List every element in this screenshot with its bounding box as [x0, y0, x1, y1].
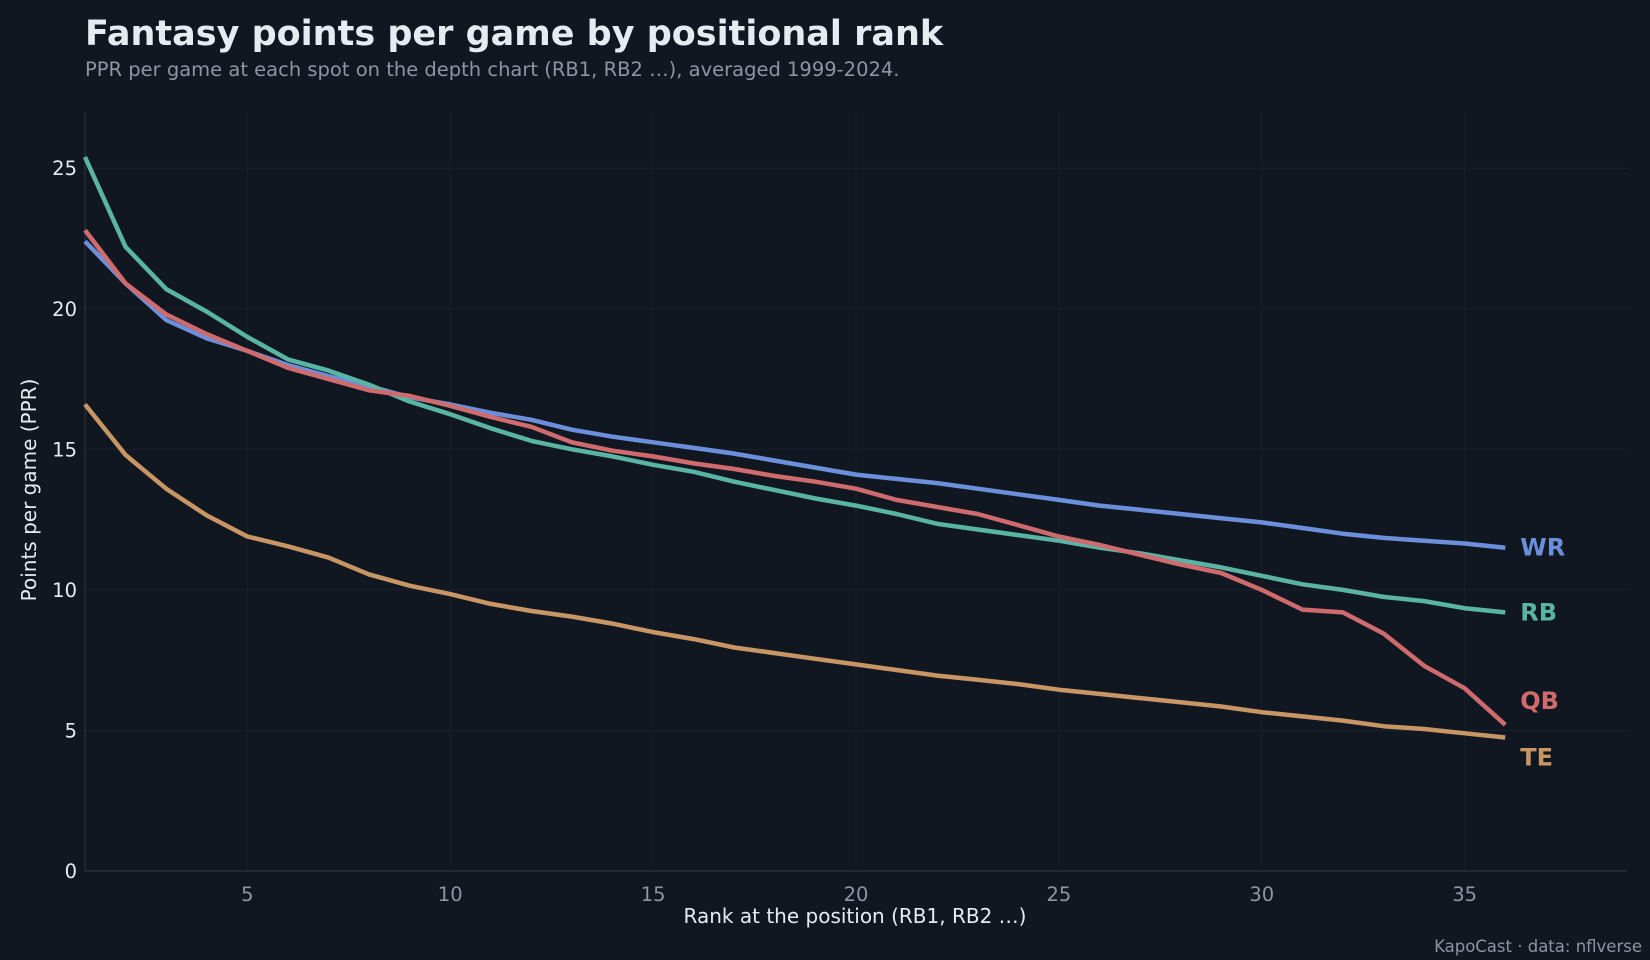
end-label-layer: WR RB QB TE — [1520, 534, 1565, 772]
series-line-rb — [82, 156, 1506, 615]
series-line-qb — [83, 228, 1507, 727]
y-tick-label: 20 — [52, 298, 77, 321]
series-label-te: TE — [1520, 743, 1553, 771]
x-tick-label: 10 — [438, 883, 463, 906]
x-tick-label: 30 — [1249, 883, 1274, 906]
axis-layer: 0 5 10 15 20 25 5 10 15 20 25 30 35 — [52, 112, 1627, 906]
series-label-wr: WR — [1520, 534, 1565, 562]
grid-layer — [85, 112, 1627, 871]
x-tick-label: 35 — [1452, 883, 1477, 906]
y-axis-title: Points per game (PPR) — [17, 379, 41, 602]
series-layer — [82, 156, 1507, 740]
series-label-rb: RB — [1520, 598, 1557, 626]
x-axis-title: Rank at the position (RB1, RB2 …) — [684, 904, 1027, 928]
series-line-wr — [83, 239, 1506, 550]
y-tick-label: 5 — [65, 719, 77, 742]
y-tick-label: 15 — [52, 438, 77, 461]
chart-subtitle: PPR per game at each spot on the depth c… — [85, 58, 900, 81]
data-credit: KapoCast · data: nflverse — [1434, 937, 1642, 956]
x-tick-label: 5 — [241, 883, 253, 906]
series-label-qb: QB — [1520, 687, 1559, 715]
x-tick-label: 15 — [641, 883, 666, 906]
series-line-te — [83, 402, 1506, 740]
y-tick-label: 0 — [65, 860, 77, 883]
chart-title: Fantasy points per game by positional ra… — [85, 14, 944, 54]
x-tick-label: 20 — [844, 883, 869, 906]
y-tick-label: 25 — [52, 157, 77, 180]
x-tick-label: 25 — [1046, 883, 1071, 906]
y-tick-label: 10 — [52, 579, 77, 602]
